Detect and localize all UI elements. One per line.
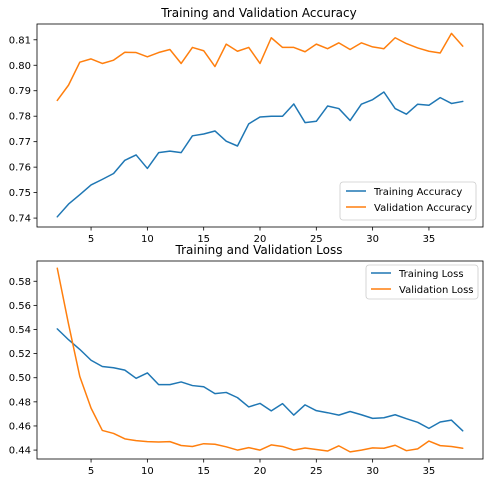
accuracy-x-axis: 5 10 15 20 25 30 35 — [88, 227, 435, 245]
loss-ytick-label-6: 0.56 — [9, 301, 31, 312]
accuracy-ytick-label-0: 0.74 — [9, 214, 31, 225]
accuracy-xtick-label-30: 30 — [366, 234, 379, 245]
accuracy-ytick-label-2: 0.76 — [9, 163, 31, 174]
accuracy-ytick-label-7: 0.81 — [9, 35, 31, 46]
loss-chart: Training and Validation Loss 5 10 15 20 25 30… — [9, 243, 484, 477]
accuracy-xtick-label-20: 20 — [254, 234, 267, 245]
loss-legend: Training Loss Validation Loss — [365, 264, 479, 300]
accuracy-chart-title: Training and Validation Accuracy — [160, 6, 356, 20]
accuracy-ytick-label-6: 0.80 — [9, 61, 31, 72]
loss-ytick-label-7: 0.58 — [9, 277, 31, 288]
legend-label-training-accuracy: Training Accuracy — [373, 187, 462, 198]
loss-xtick-label-20: 20 — [254, 466, 267, 477]
accuracy-xtick-label-35: 35 — [423, 234, 436, 245]
accuracy-xtick-label-15: 15 — [197, 234, 210, 245]
loss-series-line-validation-loss — [56, 267, 464, 453]
legend-label-validation-loss: Validation Loss — [399, 285, 474, 296]
accuracy-xtick-label-25: 25 — [310, 234, 323, 245]
loss-series-line-training-loss — [56, 328, 464, 432]
loss-xtick-label-25: 25 — [310, 466, 323, 477]
legend-label-validation-accuracy: Validation Accuracy — [374, 203, 472, 214]
loss-ytick-label-4: 0.52 — [9, 349, 31, 360]
accuracy-ytick-label-3: 0.77 — [9, 137, 31, 148]
loss-ytick-label-5: 0.54 — [9, 325, 31, 336]
loss-xtick-label-15: 15 — [197, 466, 210, 477]
loss-chart-title: Training and Validation Loss — [175, 243, 343, 257]
loss-ytick-label-3: 0.50 — [9, 373, 31, 384]
accuracy-ytick-label-5: 0.79 — [9, 86, 31, 97]
loss-ytick-label-2: 0.48 — [9, 397, 31, 408]
loss-legend-box — [365, 264, 479, 300]
loss-y-axis: 0.44 0.46 0.48 0.50 0.52 0.54 0.56 0.58 — [9, 277, 37, 457]
accuracy-ytick-label-4: 0.78 — [9, 112, 31, 123]
accuracy-legend: Training Accuracy Validation Accuracy — [339, 181, 477, 221]
accuracy-series-line-training-accuracy — [56, 91, 464, 218]
accuracy-xtick-label-10: 10 — [141, 234, 154, 245]
loss-xtick-label-10: 10 — [141, 466, 154, 477]
loss-xtick-label-35: 35 — [423, 466, 436, 477]
legend-label-training-loss: Training Loss — [398, 269, 464, 280]
accuracy-series — [56, 32, 464, 218]
loss-xtick-label-5: 5 — [88, 466, 94, 477]
accuracy-ytick-label-1: 0.75 — [9, 188, 31, 199]
loss-xtick-label-30: 30 — [366, 466, 379, 477]
accuracy-y-axis: 0.74 0.75 0.76 0.77 0.78 0.79 0.80 0.81 — [9, 35, 37, 225]
accuracy-legend-box — [339, 181, 477, 221]
loss-ytick-label-1: 0.46 — [9, 421, 31, 432]
loss-x-axis: 5 10 15 20 25 30 35 — [88, 459, 435, 477]
accuracy-chart: Training and Validation Accuracy 5 10 15 20… — [9, 6, 484, 245]
accuracy-xtick-label-5: 5 — [88, 234, 94, 245]
loss-series — [56, 267, 464, 453]
accuracy-series-line-validation-accuracy — [56, 32, 464, 102]
loss-ytick-label-0: 0.44 — [9, 446, 31, 457]
